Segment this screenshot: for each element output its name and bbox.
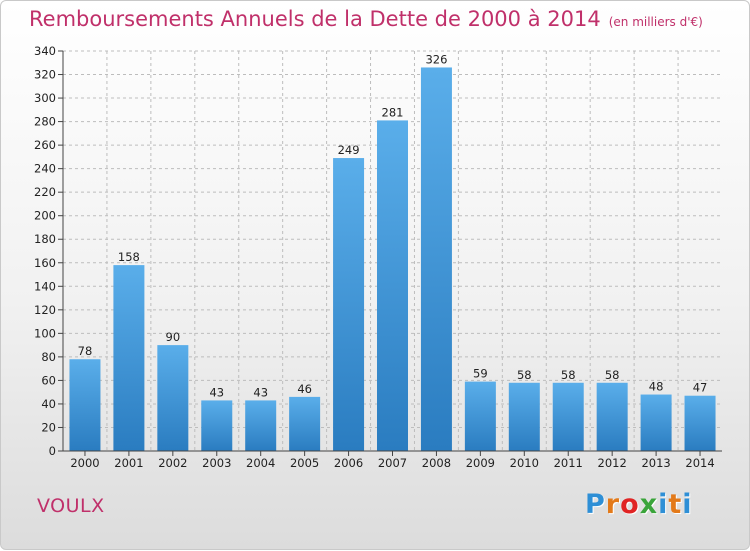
bar-2005	[289, 396, 321, 451]
data-label-2001: 158	[118, 250, 140, 264]
logo-letter: x	[639, 489, 659, 520]
x-tick-label-2003: 2003	[202, 456, 231, 470]
bar-2008	[420, 67, 452, 452]
proxiti-logo: Proxiti	[585, 489, 693, 520]
x-tick-label-2001: 2001	[114, 456, 143, 470]
y-tick-label: 340	[34, 44, 56, 58]
x-tick-label-2012: 2012	[598, 456, 627, 470]
chart-unit: (en milliers d'€)	[608, 15, 703, 29]
data-label-2002: 90	[166, 330, 181, 344]
axes: 0 20 40 60 80 100 120 140 160 180 200 220 240 260 280 3…	[34, 44, 722, 470]
bar-2002	[157, 345, 189, 451]
x-tick-label-2004: 2004	[246, 456, 275, 470]
y-tick-label: 100	[34, 326, 56, 340]
data-label-2007: 281	[382, 105, 404, 119]
y-tick-label: 0	[49, 444, 56, 458]
y-tick-label: 20	[41, 420, 56, 434]
x-tick-label-2002: 2002	[158, 456, 187, 470]
bar-2003	[201, 400, 233, 451]
data-label-2006: 249	[338, 143, 360, 157]
logo-letter: r	[605, 489, 621, 520]
data-label-2010: 58	[517, 368, 532, 382]
y-tick-label: 120	[34, 303, 56, 317]
x-tick-label-2006: 2006	[334, 456, 363, 470]
logo-letter: P	[585, 489, 606, 520]
x-tick-label-2008: 2008	[422, 456, 451, 470]
data-label-2012: 58	[605, 368, 620, 382]
logo-letter: i	[658, 489, 669, 520]
bar-2006	[333, 158, 365, 451]
bar-2004	[245, 400, 277, 451]
bar-2012	[596, 382, 628, 451]
data-label-2014: 47	[693, 381, 708, 395]
x-tick-label-2007: 2007	[378, 456, 407, 470]
bar-2011	[552, 382, 584, 451]
data-label-2003: 43	[209, 385, 224, 399]
y-tick-label: 80	[41, 350, 56, 364]
data-label-2011: 58	[561, 368, 576, 382]
y-tick-label: 300	[34, 91, 56, 105]
logo-letter: t	[668, 489, 683, 520]
y-tick-label: 260	[34, 138, 56, 152]
y-tick-label: 240	[34, 162, 56, 176]
bars	[69, 67, 716, 452]
y-tick-label: 320	[34, 68, 56, 82]
x-tick-label-2010: 2010	[510, 456, 539, 470]
y-tick-label: 40	[41, 397, 56, 411]
bar-2001	[113, 265, 145, 451]
bar-2014	[684, 395, 716, 451]
y-tick-label: 60	[41, 373, 56, 387]
bar-2010	[508, 382, 540, 451]
y-tick-label: 160	[34, 256, 56, 270]
chart-title: Remboursements Annuels de la Dette de 20…	[29, 7, 703, 31]
chart-title-text: Remboursements Annuels de la Dette de 20…	[29, 7, 601, 31]
data-label-2009: 59	[473, 367, 488, 381]
y-tick-label: 280	[34, 115, 56, 129]
logo-letter: o	[620, 489, 640, 520]
commune-name: VOULX	[37, 495, 105, 517]
data-label-2005: 46	[297, 382, 312, 396]
logo-letter: i	[682, 489, 693, 520]
bar-2007	[377, 120, 408, 451]
data-labels: 78 158 90 43 43 46 249 281 326 59 58 58 58 48 47	[78, 52, 708, 399]
y-tick-label: 200	[34, 209, 56, 223]
x-tick-label-2005: 2005	[290, 456, 319, 470]
data-label-2000: 78	[78, 344, 93, 358]
bar-2000	[69, 359, 101, 451]
bar-2013	[640, 394, 672, 451]
y-tick-label: 220	[34, 185, 56, 199]
y-tick-label: 140	[34, 279, 56, 293]
data-label-2004: 43	[253, 385, 268, 399]
x-tick-label-2014: 2014	[685, 456, 714, 470]
x-tick-label-2000: 2000	[70, 456, 99, 470]
data-label-2013: 48	[649, 380, 664, 394]
y-tick-label: 180	[34, 232, 56, 246]
data-label-2008: 326	[425, 52, 447, 66]
bar-2009	[464, 381, 496, 451]
x-tick-label-2011: 2011	[554, 456, 583, 470]
x-tick-label-2013: 2013	[641, 456, 670, 470]
x-tick-label-2009: 2009	[466, 456, 495, 470]
